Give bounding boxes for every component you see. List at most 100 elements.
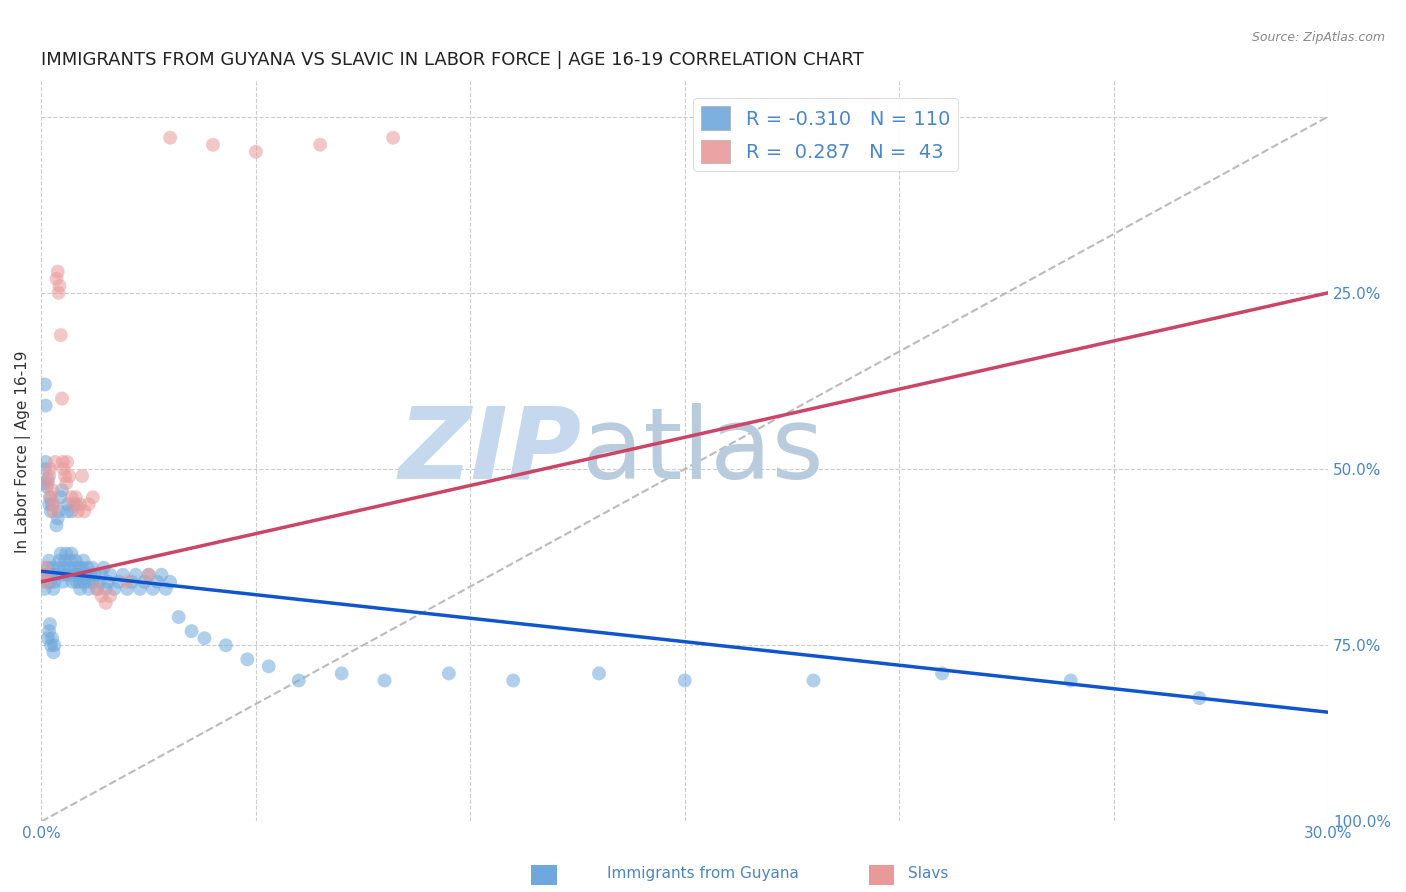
Point — [180, 624, 202, 639]
Point — [86, 582, 108, 596]
Point — [70, 560, 93, 574]
Point — [673, 673, 696, 688]
Point — [90, 567, 112, 582]
Point — [107, 574, 129, 589]
Point — [39, 574, 62, 589]
Point — [41, 497, 63, 511]
Point — [69, 497, 91, 511]
Point — [89, 574, 111, 589]
Point — [45, 518, 67, 533]
Point — [69, 582, 91, 596]
Point — [55, 476, 77, 491]
Point — [62, 497, 84, 511]
Point — [52, 455, 75, 469]
Text: IMMIGRANTS FROM GUYANA VS SLAVIC IN LABOR FORCE | AGE 16-19 CORRELATION CHART: IMMIGRANTS FROM GUYANA VS SLAVIC IN LABO… — [41, 51, 865, 69]
Point — [803, 673, 825, 688]
Point — [86, 582, 108, 596]
Point — [52, 567, 75, 582]
Point — [66, 567, 89, 582]
Point — [35, 567, 58, 582]
Point — [159, 130, 181, 145]
Point — [94, 596, 117, 610]
Point — [65, 490, 87, 504]
Point — [193, 631, 215, 645]
Point — [55, 547, 77, 561]
Point — [236, 652, 259, 666]
Point — [46, 265, 69, 279]
Point — [67, 560, 90, 574]
Point — [48, 278, 70, 293]
Point — [129, 582, 152, 596]
Point — [73, 504, 96, 518]
Point — [382, 130, 405, 145]
Point — [63, 560, 86, 574]
Point — [257, 659, 280, 673]
Point — [38, 469, 60, 483]
Point — [80, 560, 103, 574]
Point — [73, 574, 96, 589]
Legend: R = -0.310   N = 110, R =  0.287   N =  43: R = -0.310 N = 110, R = 0.287 N = 43 — [693, 98, 957, 171]
Point — [84, 567, 107, 582]
Point — [49, 328, 72, 343]
Point — [39, 638, 62, 652]
Point — [35, 480, 58, 494]
Point — [245, 145, 267, 159]
Point — [44, 497, 66, 511]
Point — [35, 567, 58, 582]
Point — [49, 490, 72, 504]
Point — [142, 582, 165, 596]
Point — [437, 666, 460, 681]
Point — [37, 473, 59, 487]
Point — [51, 483, 73, 498]
Point — [52, 574, 75, 589]
Point — [134, 574, 156, 589]
Point — [38, 497, 60, 511]
Point — [32, 476, 55, 491]
Point — [44, 567, 66, 582]
Point — [65, 574, 87, 589]
Point — [38, 554, 60, 568]
Point — [53, 469, 76, 483]
Point — [60, 547, 83, 561]
Point — [155, 582, 177, 596]
Point — [39, 617, 62, 632]
Point — [49, 547, 72, 561]
Point — [62, 567, 84, 582]
Point — [69, 574, 91, 589]
Text: Immigrants from Guyana: Immigrants from Guyana — [607, 866, 799, 881]
Point — [65, 554, 87, 568]
Point — [59, 554, 82, 568]
Point — [167, 610, 190, 624]
Point — [41, 560, 63, 574]
Point — [115, 582, 138, 596]
Point — [82, 574, 104, 589]
Point — [56, 504, 79, 518]
Point — [93, 560, 115, 574]
Point — [94, 582, 117, 596]
Point — [125, 567, 148, 582]
Point — [37, 560, 59, 574]
Point — [35, 399, 58, 413]
Point — [37, 476, 59, 491]
Point — [39, 504, 62, 518]
Point — [39, 490, 62, 504]
Point — [70, 469, 93, 483]
Point — [42, 582, 65, 596]
Point — [41, 483, 63, 498]
Point — [34, 560, 56, 574]
Point — [48, 504, 70, 518]
Point — [34, 582, 56, 596]
Point — [52, 560, 75, 574]
Point — [58, 560, 80, 574]
Point — [502, 673, 524, 688]
Point — [77, 582, 100, 596]
Point — [42, 645, 65, 659]
Text: Source: ZipAtlas.com: Source: ZipAtlas.com — [1251, 31, 1385, 45]
Point — [44, 574, 66, 589]
Point — [103, 582, 125, 596]
Point — [72, 554, 94, 568]
Point — [75, 567, 97, 582]
Point — [98, 589, 121, 603]
Point — [70, 567, 93, 582]
Text: atlas: atlas — [582, 403, 824, 500]
